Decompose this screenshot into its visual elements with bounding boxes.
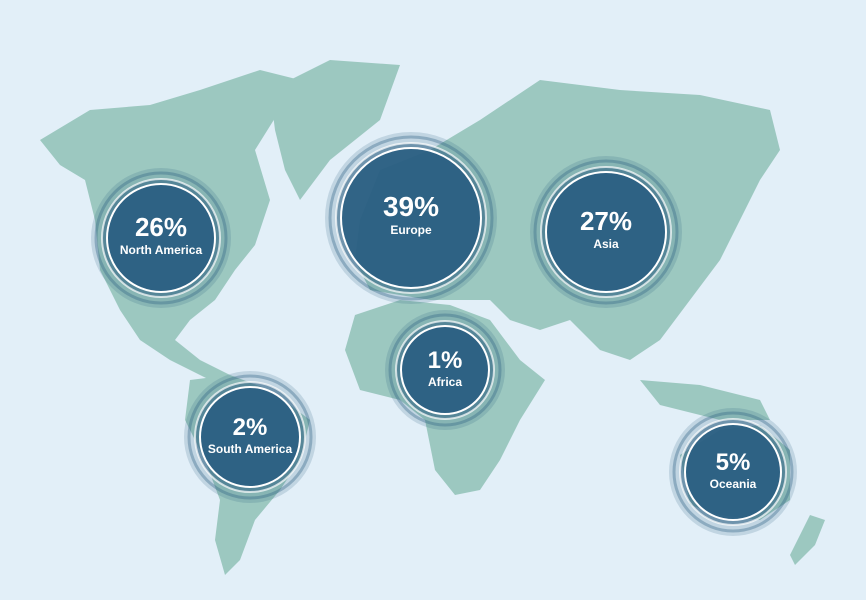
- bubble: 39%Europe: [325, 132, 497, 304]
- bubble-ring: [94, 171, 228, 305]
- region-label: Oceania: [710, 477, 757, 491]
- bubble-ring: [187, 374, 313, 500]
- bubble: [106, 183, 216, 293]
- value-label: 5%: [716, 449, 751, 476]
- bubble: [684, 423, 782, 521]
- bubble-ring: [388, 313, 502, 427]
- bubble: 26%North America: [91, 168, 231, 308]
- bubble-ring: [533, 159, 679, 305]
- region-label: Asia: [593, 237, 619, 251]
- region-label: Europe: [390, 223, 432, 237]
- bubble: 2%South America: [184, 371, 316, 503]
- bubble: [340, 147, 482, 289]
- land-islands: [640, 380, 770, 420]
- value-label: 2%: [233, 414, 268, 441]
- region-label: North America: [120, 243, 203, 257]
- value-label: 1%: [428, 347, 463, 374]
- bubble: 1%Africa: [385, 310, 505, 430]
- value-label: 26%: [135, 212, 187, 242]
- bubble-ring: [672, 411, 794, 533]
- region-label: Africa: [428, 375, 462, 389]
- bubble: [545, 171, 667, 293]
- value-label: 39%: [383, 191, 439, 222]
- region-label: South America: [208, 442, 293, 456]
- value-label: 27%: [580, 206, 632, 236]
- land-greenland: [270, 60, 400, 200]
- bubble: 5%Oceania: [669, 408, 797, 536]
- bubble-ring: [328, 135, 494, 301]
- bubble: [400, 325, 490, 415]
- bubble: [199, 386, 301, 488]
- bubble: 27%Asia: [530, 156, 682, 308]
- land-new-zealand: [790, 515, 825, 565]
